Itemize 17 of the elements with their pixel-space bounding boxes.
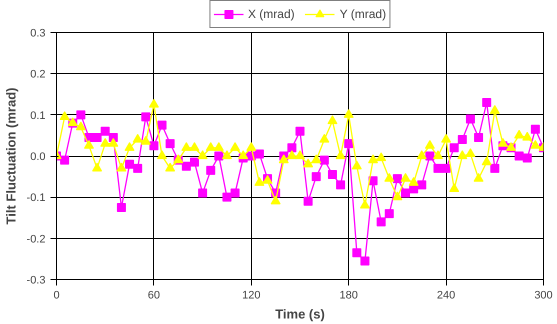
y-tick-label: -0.3 <box>26 274 46 286</box>
legend-label: X (mrad) <box>248 7 295 21</box>
x-tick-label: 300 <box>534 290 553 302</box>
y-tick-label: 0.0 <box>30 151 46 163</box>
x-tick-label: 240 <box>436 290 456 302</box>
y-tick-label: -0.1 <box>26 192 46 204</box>
y-tick-label: 0.3 <box>30 28 46 40</box>
x-tick-label: 0 <box>53 290 60 302</box>
x-tick-label: 120 <box>242 290 260 302</box>
y-tick-label: 0.2 <box>30 68 46 81</box>
x-axis-title: Time (s) <box>275 306 325 322</box>
legend-label: Y (mrad) <box>340 7 386 21</box>
x-tick-label: 180 <box>340 290 358 302</box>
y-axis-title: Tilt Fluctuation (mrad) <box>4 88 19 224</box>
y-tick-label: -0.2 <box>26 233 46 246</box>
x-tick-label: 60 <box>148 290 160 302</box>
y-tick-label: 0.1 <box>30 110 46 122</box>
